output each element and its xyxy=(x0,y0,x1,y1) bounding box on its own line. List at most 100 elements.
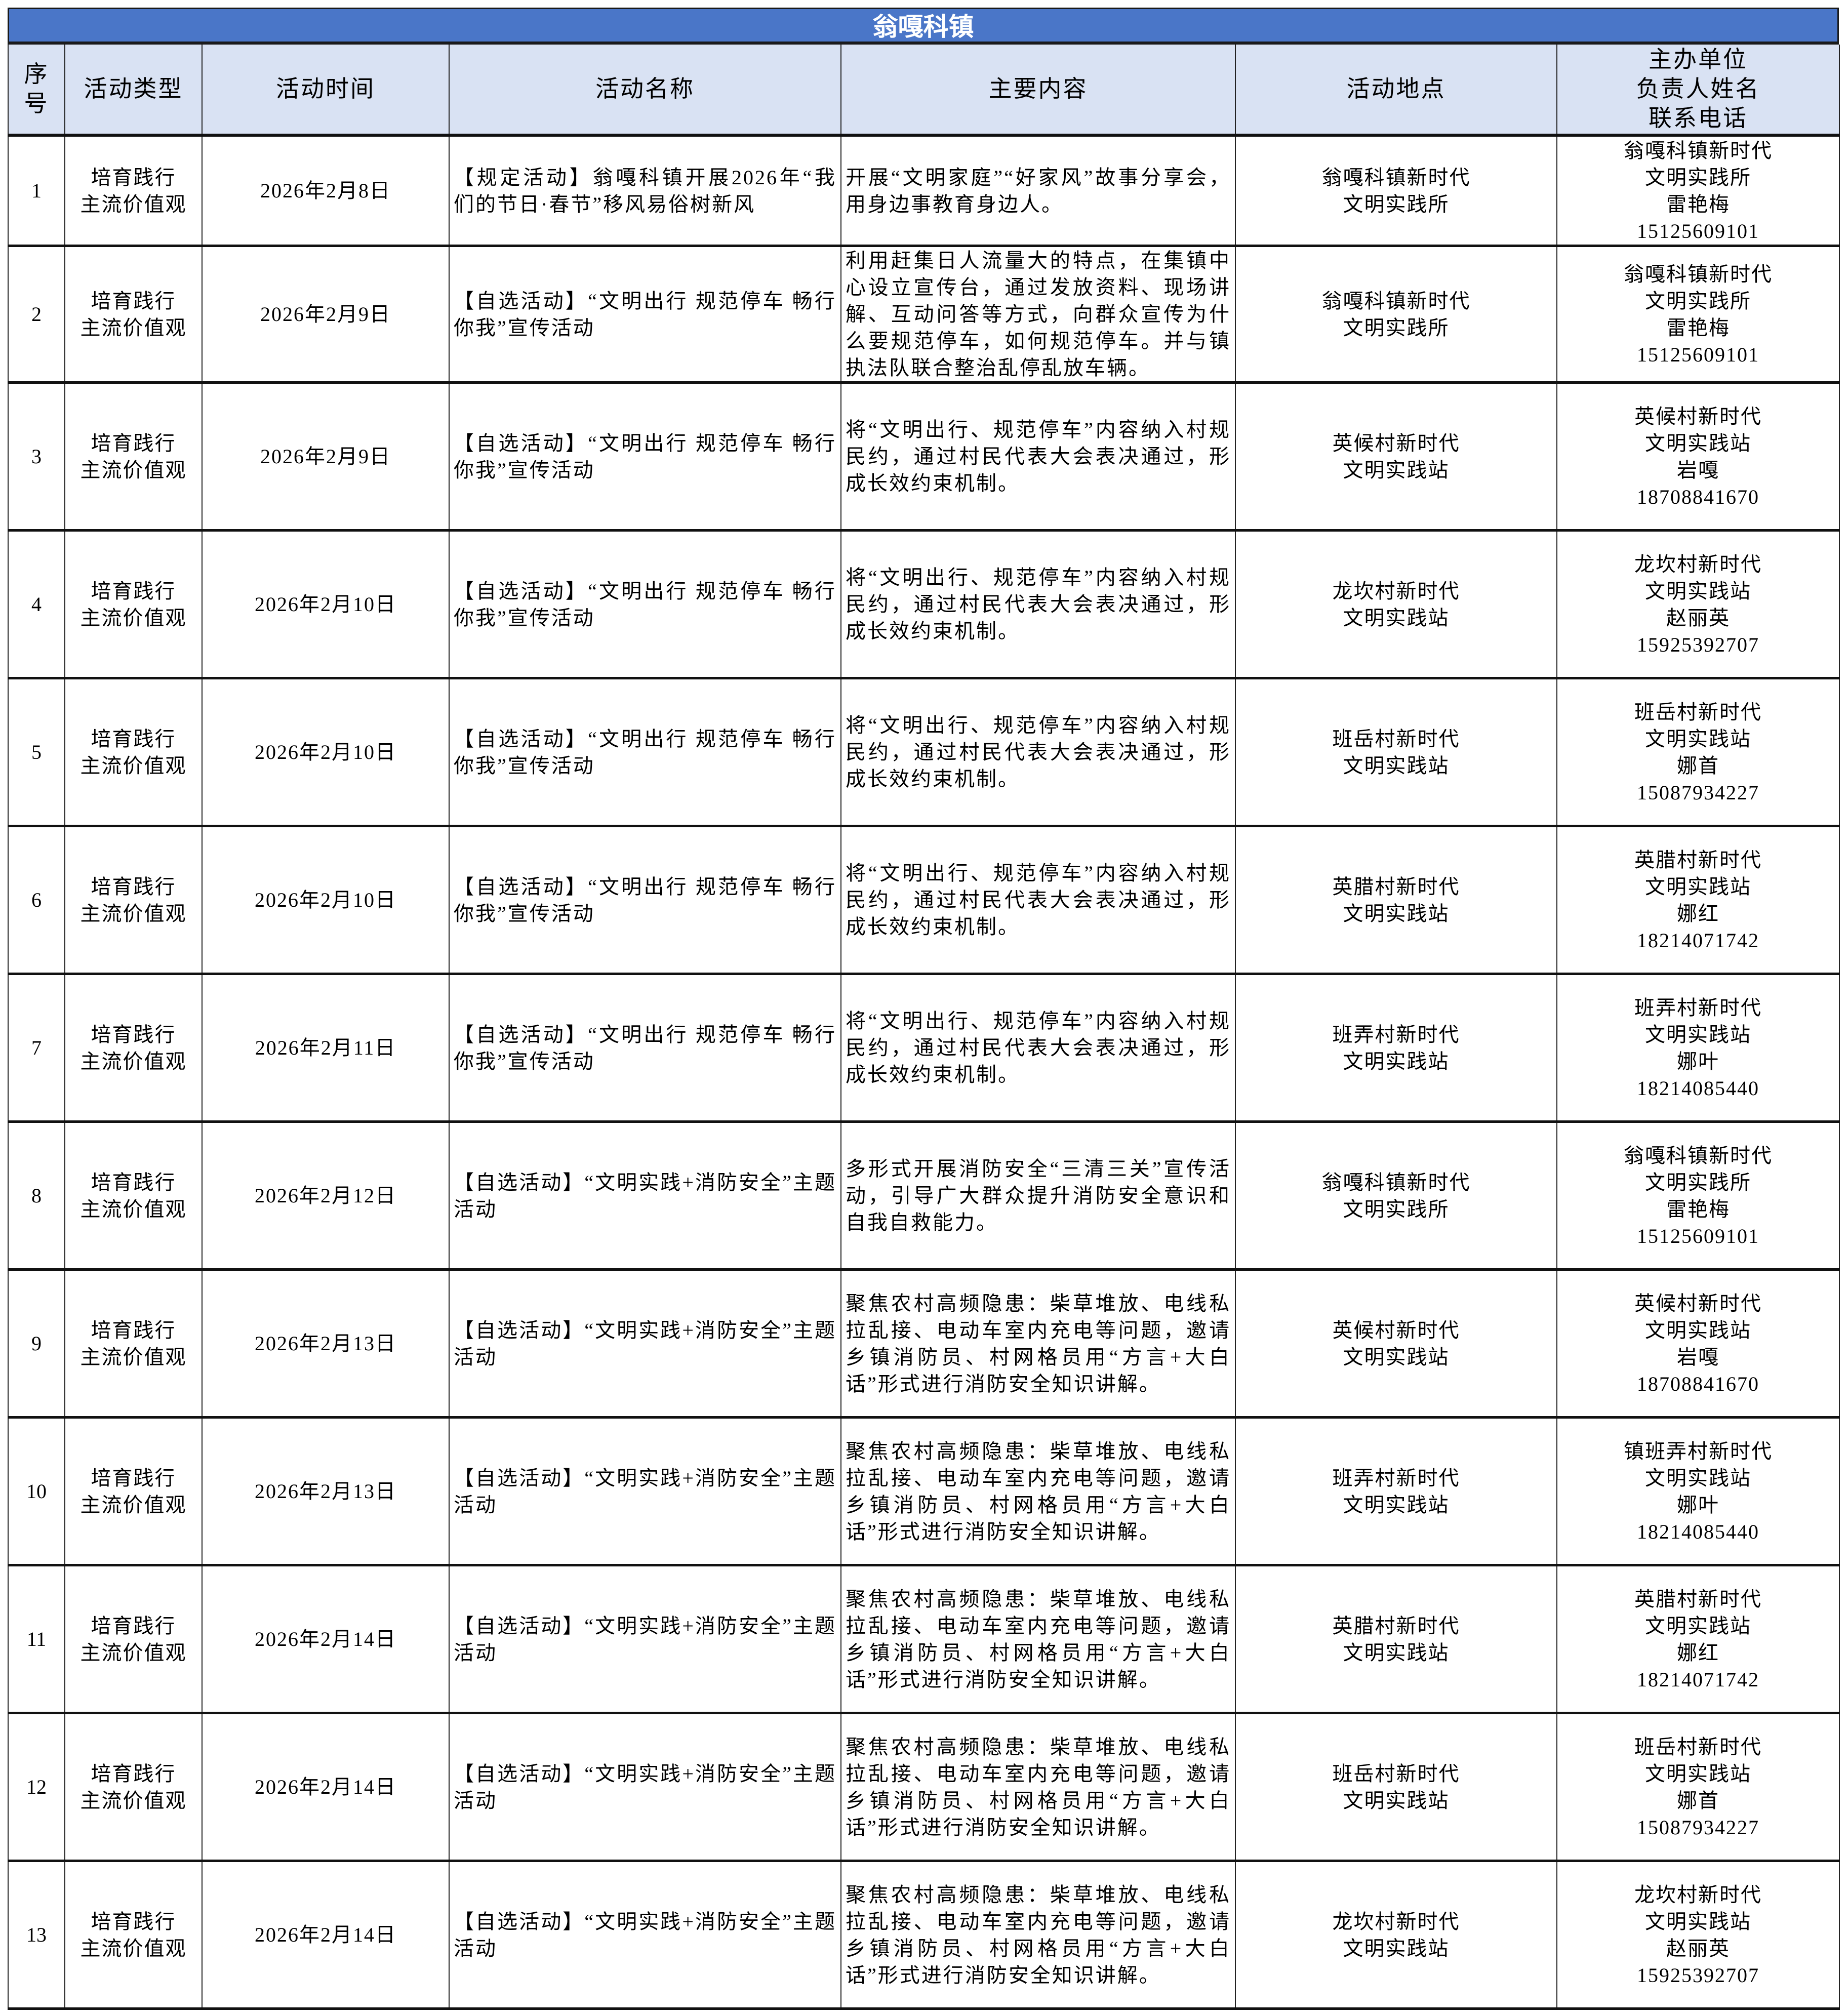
content-cell: 将“文明出行、规范停车”内容纳入村规民约，通过村民代表大会表决通过，形成长效约束… xyxy=(840,382,1236,532)
content-cell: 聚焦农村高频隐患：柴草堆放、电线私拉乱接、电动车室内充电等问题，邀请乡镇消防员、… xyxy=(840,1269,1236,1419)
type-cell: 培育践行 主流价值观 xyxy=(64,1713,203,1862)
type-cell: 培育践行 主流价值观 xyxy=(64,530,203,679)
header-seq: 序号 xyxy=(8,45,65,137)
table-row: 11 培育践行 主流价值观 2026年2月14日 【自选活动】“文明实践+消防安全”主… xyxy=(8,1565,1840,1714)
date-cell: 2026年2月9日 xyxy=(202,382,450,532)
organizer-cell: 镇班弄村新时代 文明实践站 娜叶 18214085440 xyxy=(1556,1417,1840,1566)
seq-cell: 13 xyxy=(8,1861,65,2010)
name-cell: 【自选活动】“文明实践+消防安全”主题活动 xyxy=(449,1121,841,1271)
organizer-cell: 班岳村新时代 文明实践站 娜首 15087934227 xyxy=(1556,1713,1840,1862)
date-cell: 2026年2月14日 xyxy=(202,1565,450,1714)
content-cell: 开展“文明家庭”“好家风”故事分享会，用身边事教育身边人。 xyxy=(840,135,1236,247)
seq-cell: 11 xyxy=(8,1565,65,1714)
table-row: 7 培育践行 主流价值观 2026年2月11日 【自选活动】“文明出行 规范停车 畅行… xyxy=(8,974,1840,1123)
name-cell: 【自选活动】“文明实践+消防安全”主题活动 xyxy=(449,1269,841,1419)
organizer-cell: 班弄村新时代 文明实践站 娜叶 18214085440 xyxy=(1556,974,1840,1123)
organizer-cell: 翁嘎科镇新时代 文明实践所 雷艳梅 15125609101 xyxy=(1556,1121,1840,1271)
content-cell: 将“文明出行、规范停车”内容纳入村规民约，通过村民代表大会表决通过，形成长效约束… xyxy=(840,974,1236,1123)
table-row: 9 培育践行 主流价值观 2026年2月13日 【自选活动】“文明实践+消防安全”主题… xyxy=(8,1269,1840,1419)
type-cell: 培育践行 主流价值观 xyxy=(64,826,203,975)
organizer-cell: 英候村新时代 文明实践站 岩嘎 18708841670 xyxy=(1556,1269,1840,1419)
header-name: 活动名称 xyxy=(449,45,841,137)
seq-cell: 8 xyxy=(8,1121,65,1271)
place-cell: 翁嘎科镇新时代 文明实践所 xyxy=(1235,135,1557,247)
type-cell: 培育践行 主流价值观 xyxy=(64,135,203,247)
seq-cell: 4 xyxy=(8,530,65,679)
seq-cell: 3 xyxy=(8,382,65,532)
table-row: 12 培育践行 主流价值观 2026年2月14日 【自选活动】“文明实践+消防安全”主… xyxy=(8,1713,1840,1862)
place-cell: 班弄村新时代 文明实践站 xyxy=(1235,1417,1557,1566)
name-cell: 【自选活动】“文明出行 规范停车 畅行你我”宣传活动 xyxy=(449,246,841,384)
content-cell: 聚焦农村高频隐患：柴草堆放、电线私拉乱接、电动车室内充电等问题，邀请乡镇消防员、… xyxy=(840,1417,1236,1566)
organizer-cell: 英腊村新时代 文明实践站 娜红 18214071742 xyxy=(1556,1565,1840,1714)
header-organizer: 主办单位 负责人姓名 联系电话 xyxy=(1556,45,1840,137)
date-cell: 2026年2月8日 xyxy=(202,135,450,247)
date-cell: 2026年2月13日 xyxy=(202,1269,450,1419)
date-cell: 2026年2月10日 xyxy=(202,530,450,679)
header-type: 活动类型 xyxy=(64,45,203,137)
organizer-cell: 班岳村新时代 文明实践站 娜首 15087934227 xyxy=(1556,678,1840,827)
header-content: 主要内容 xyxy=(840,45,1236,137)
content-cell: 聚焦农村高频隐患：柴草堆放、电线私拉乱接、电动车室内充电等问题，邀请乡镇消防员、… xyxy=(840,1713,1236,1862)
type-cell: 培育践行 主流价值观 xyxy=(64,974,203,1123)
table-row: 3 培育践行 主流价值观 2026年2月9日 【自选活动】“文明出行 规范停车 畅行你… xyxy=(8,382,1840,532)
header-row: 序号 活动类型 活动时间 活动名称 主要内容 活动地点 主办单位 负责人姓名 联系电话 xyxy=(8,45,1840,137)
name-cell: 【自选活动】“文明实践+消防安全”主题活动 xyxy=(449,1565,841,1714)
seq-cell: 2 xyxy=(8,246,65,384)
seq-cell: 1 xyxy=(8,135,65,247)
name-cell: 【自选活动】“文明实践+消防安全”主题活动 xyxy=(449,1861,841,2010)
date-cell: 2026年2月13日 xyxy=(202,1417,450,1566)
name-cell: 【自选活动】“文明实践+消防安全”主题活动 xyxy=(449,1417,841,1566)
date-cell: 2026年2月11日 xyxy=(202,974,450,1123)
content-cell: 聚焦农村高频隐患：柴草堆放、电线私拉乱接、电动车室内充电等问题，邀请乡镇消防员、… xyxy=(840,1861,1236,2010)
header-date: 活动时间 xyxy=(202,45,450,137)
content-cell: 将“文明出行、规范停车”内容纳入村规民约，通过村民代表大会表决通过，形成长效约束… xyxy=(840,530,1236,679)
organizer-cell: 英候村新时代 文明实践站 岩嘎 18708841670 xyxy=(1556,382,1840,532)
sheet-title: 翁嘎科镇 xyxy=(8,8,1839,45)
content-cell: 将“文明出行、规范停车”内容纳入村规民约，通过村民代表大会表决通过，形成长效约束… xyxy=(840,678,1236,827)
place-cell: 龙坎村新时代 文明实践站 xyxy=(1235,1861,1557,2010)
table-row: 5 培育践行 主流价值观 2026年2月10日 【自选活动】“文明出行 规范停车 畅行… xyxy=(8,678,1840,827)
seq-cell: 7 xyxy=(8,974,65,1123)
type-cell: 培育践行 主流价值观 xyxy=(64,1417,203,1566)
name-cell: 【自选活动】“文明出行 规范停车 畅行你我”宣传活动 xyxy=(449,530,841,679)
date-cell: 2026年2月9日 xyxy=(202,246,450,384)
place-cell: 英腊村新时代 文明实践站 xyxy=(1235,826,1557,975)
place-cell: 班岳村新时代 文明实践站 xyxy=(1235,1713,1557,1862)
content-cell: 聚焦农村高频隐患：柴草堆放、电线私拉乱接、电动车室内充电等问题，邀请乡镇消防员、… xyxy=(840,1565,1236,1714)
organizer-cell: 龙坎村新时代 文明实践站 赵丽英 15925392707 xyxy=(1556,530,1840,679)
table-row: 1 培育践行 主流价值观 2026年2月8日 【规定活动】翁嘎科镇开展2026年“我们… xyxy=(8,135,1840,247)
name-cell: 【自选活动】“文明出行 规范停车 畅行你我”宣传活动 xyxy=(449,826,841,975)
organizer-cell: 英腊村新时代 文明实践站 娜红 18214071742 xyxy=(1556,826,1840,975)
table-row: 2 培育践行 主流价值观 2026年2月9日 【自选活动】“文明出行 规范停车 畅行你… xyxy=(8,246,1840,384)
table-row: 6 培育践行 主流价值观 2026年2月10日 【自选活动】“文明出行 规范停车 畅行… xyxy=(8,826,1840,975)
date-cell: 2026年2月12日 xyxy=(202,1121,450,1271)
date-cell: 2026年2月14日 xyxy=(202,1713,450,1862)
name-cell: 【自选活动】“文明出行 规范停车 畅行你我”宣传活动 xyxy=(449,382,841,532)
seq-cell: 6 xyxy=(8,826,65,975)
content-cell: 将“文明出行、规范停车”内容纳入村规民约，通过村民代表大会表决通过，形成长效约束… xyxy=(840,826,1236,975)
date-cell: 2026年2月10日 xyxy=(202,678,450,827)
name-cell: 【自选活动】“文明实践+消防安全”主题活动 xyxy=(449,1713,841,1862)
seq-cell: 12 xyxy=(8,1713,65,1862)
date-cell: 2026年2月14日 xyxy=(202,1861,450,2010)
seq-cell: 9 xyxy=(8,1269,65,1419)
place-cell: 翁嘎科镇新时代 文明实践所 xyxy=(1235,246,1557,384)
seq-cell: 5 xyxy=(8,678,65,827)
place-cell: 翁嘎科镇新时代 文明实践所 xyxy=(1235,1121,1557,1271)
place-cell: 班弄村新时代 文明实践站 xyxy=(1235,974,1557,1123)
type-cell: 培育践行 主流价值观 xyxy=(64,382,203,532)
content-cell: 利用赶集日人流量大的特点，在集镇中心设立宣传台，通过发放资料、现场讲解、互动问答… xyxy=(840,246,1236,384)
name-cell: 【自选活动】“文明出行 规范停车 畅行你我”宣传活动 xyxy=(449,678,841,827)
organizer-cell: 龙坎村新时代 文明实践站 赵丽英 15925392707 xyxy=(1556,1861,1840,2010)
type-cell: 培育践行 主流价值观 xyxy=(64,1565,203,1714)
place-cell: 英腊村新时代 文明实践站 xyxy=(1235,1565,1557,1714)
organizer-cell: 翁嘎科镇新时代 文明实践所 雷艳梅 15125609101 xyxy=(1556,246,1840,384)
date-cell: 2026年2月10日 xyxy=(202,826,450,975)
type-cell: 培育践行 主流价值观 xyxy=(64,678,203,827)
place-cell: 龙坎村新时代 文明实践站 xyxy=(1235,530,1557,679)
content-cell: 多形式开展消防安全“三清三关”宣传活动，引导广大群众提升消防安全意识和自我自救能… xyxy=(840,1121,1236,1271)
table-row: 8 培育践行 主流价值观 2026年2月12日 【自选活动】“文明实践+消防安全”主题… xyxy=(8,1121,1840,1271)
type-cell: 培育践行 主流价值观 xyxy=(64,1269,203,1419)
